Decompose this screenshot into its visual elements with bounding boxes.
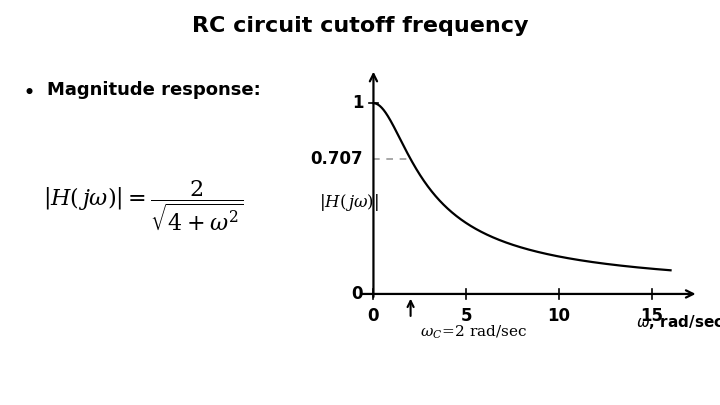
Text: 10: 10	[548, 307, 571, 325]
Text: 15: 15	[641, 307, 663, 325]
Text: 0.707: 0.707	[310, 150, 363, 168]
Text: 5: 5	[461, 307, 472, 325]
Text: 1: 1	[352, 94, 363, 112]
Text: 0: 0	[368, 307, 379, 325]
Text: $\bullet$: $\bullet$	[22, 81, 33, 101]
Text: $\left|H(\,j\omega)\right| = \dfrac{2}{\sqrt{4+\omega^{2}}}$: $\left|H(\,j\omega)\right| = \dfrac{2}{\…	[43, 178, 244, 233]
Text: $\omega_C\!=\!2\ \mathrm{rad/sec}$: $\omega_C\!=\!2\ \mathrm{rad/sec}$	[420, 324, 527, 341]
Text: RC circuit cutoff frequency: RC circuit cutoff frequency	[192, 16, 528, 36]
Text: Magnitude response:: Magnitude response:	[47, 81, 261, 99]
Text: $\omega$, rad/sec: $\omega$, rad/sec	[636, 313, 720, 331]
Text: $|H(\,j\omega)|$: $|H(\,j\omega)|$	[320, 192, 379, 213]
Text: 0: 0	[352, 285, 363, 303]
